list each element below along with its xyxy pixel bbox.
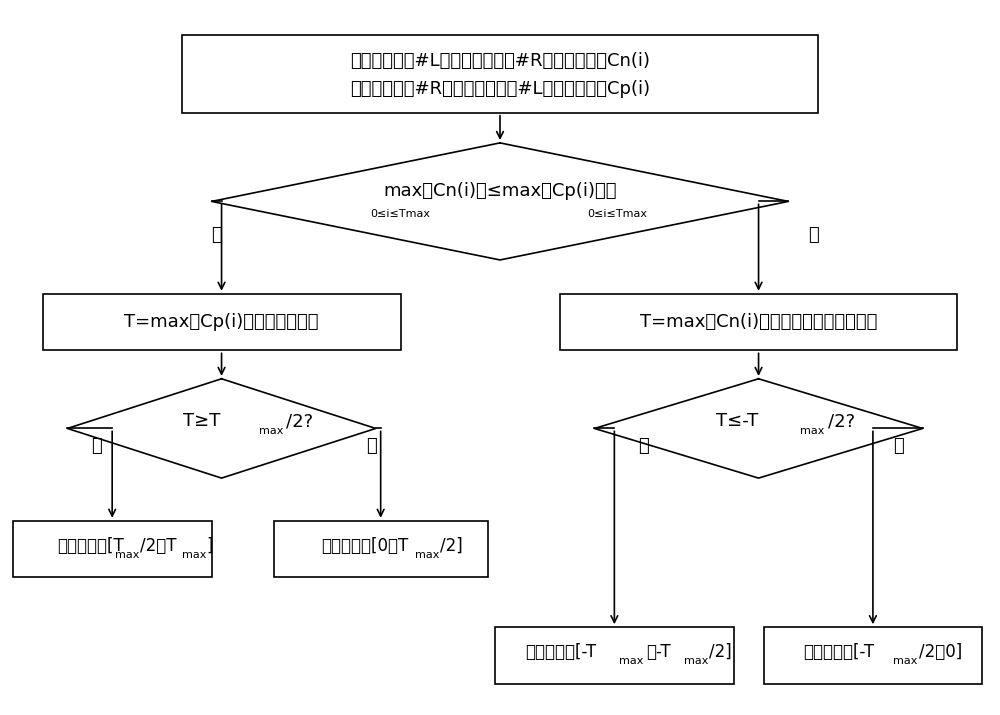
Text: 否: 否 (366, 437, 376, 455)
FancyBboxPatch shape (764, 627, 982, 684)
FancyBboxPatch shape (43, 294, 401, 350)
Text: /2?: /2? (828, 413, 855, 430)
Text: max（Cn(i)）≤max（Cp(i)）？: max（Cn(i)）≤max（Cp(i)）？ (383, 182, 617, 199)
Text: 搜索范围为[-T: 搜索范围为[-T (525, 643, 596, 661)
Text: max: max (115, 550, 140, 560)
Text: 搜索范围为[-T: 搜索范围为[-T (803, 643, 874, 661)
Text: max: max (415, 550, 440, 560)
Text: 0≤i≤Tmax: 0≤i≤Tmax (371, 209, 431, 220)
Text: /2，0]: /2，0] (919, 643, 962, 661)
FancyBboxPatch shape (182, 35, 818, 113)
Text: max: max (893, 656, 917, 666)
FancyBboxPatch shape (274, 521, 488, 578)
Text: 搜索范围为[0，T: 搜索范围为[0，T (321, 536, 408, 555)
Text: 否: 否 (893, 437, 904, 455)
Text: T=max（Cp(i)）对应的索引值: T=max（Cp(i)）对应的索引值 (124, 313, 319, 331)
Text: max: max (182, 550, 206, 560)
Text: T≥T: T≥T (183, 413, 220, 430)
Text: max: max (684, 656, 708, 666)
Text: 否: 否 (808, 227, 819, 245)
Text: 0≤i≤Tmax: 0≤i≤Tmax (587, 209, 647, 220)
Text: 是: 是 (638, 437, 649, 455)
Text: /2]: /2] (440, 536, 463, 555)
Text: max: max (800, 425, 825, 435)
FancyBboxPatch shape (13, 521, 212, 578)
Text: T≤-T: T≤-T (716, 413, 758, 430)
Text: max: max (259, 425, 284, 435)
Text: 搜索范围为[T: 搜索范围为[T (57, 536, 124, 555)
Text: max: max (619, 656, 644, 666)
Text: 以及时域信号#R相对于时域信号#L的互相关函数Cp(i): 以及时域信号#R相对于时域信号#L的互相关函数Cp(i) (350, 80, 650, 99)
Text: 确定时域信号#L相对于时域信号#R的互相关函数Cn(i): 确定时域信号#L相对于时域信号#R的互相关函数Cn(i) (350, 52, 650, 70)
Text: T=max（Cn(i)）对应的索引值的相反数: T=max（Cn(i)）对应的索引值的相反数 (640, 313, 877, 331)
Text: 是: 是 (91, 437, 102, 455)
Text: /2]: /2] (709, 643, 732, 661)
Text: 是: 是 (211, 227, 222, 245)
FancyBboxPatch shape (495, 627, 734, 684)
Text: /2?: /2? (286, 413, 313, 430)
FancyBboxPatch shape (560, 294, 957, 350)
Text: /2，T: /2，T (140, 536, 177, 555)
Text: ，-T: ，-T (646, 643, 671, 661)
Text: ]: ] (207, 536, 213, 555)
